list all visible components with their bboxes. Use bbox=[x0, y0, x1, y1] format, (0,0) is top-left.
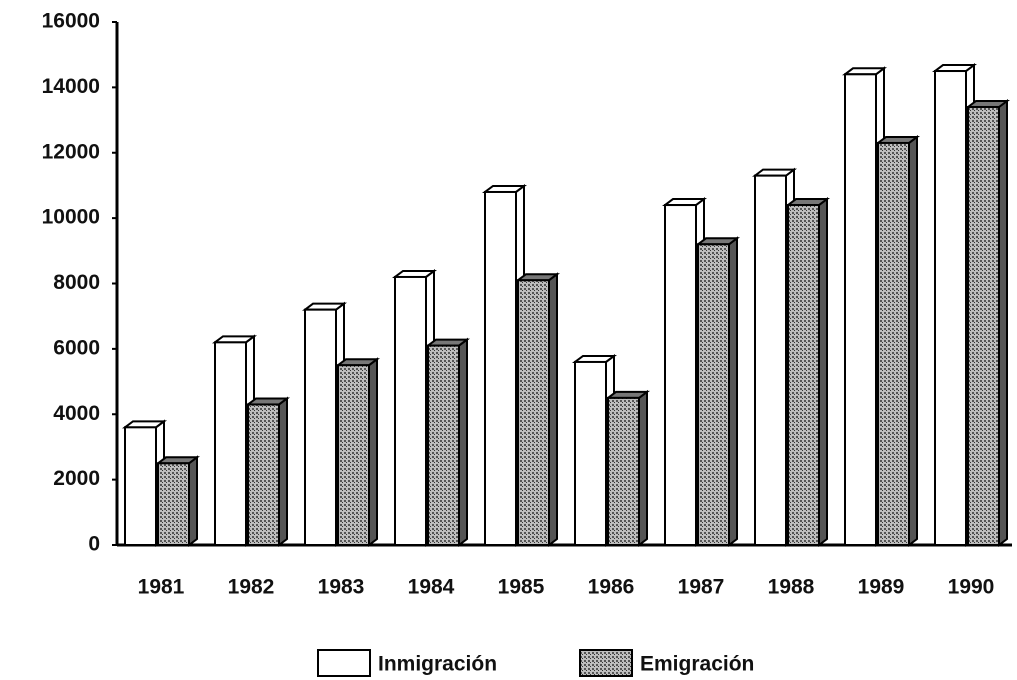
bar-side bbox=[998, 98, 1008, 547]
x-tick-label: 1982 bbox=[228, 576, 275, 599]
bar bbox=[394, 275, 427, 546]
legend-swatch bbox=[317, 649, 371, 677]
bar bbox=[157, 462, 190, 546]
y-tick-label: 10000 bbox=[42, 206, 100, 229]
legend-label: Inmigración bbox=[378, 653, 497, 676]
bar-side bbox=[908, 134, 918, 547]
bar-side bbox=[548, 272, 558, 547]
bar bbox=[517, 279, 550, 546]
bar-side bbox=[278, 396, 288, 547]
bar-side bbox=[458, 337, 468, 547]
bar bbox=[607, 396, 640, 546]
bar bbox=[877, 141, 910, 546]
y-tick-label: 6000 bbox=[53, 336, 100, 359]
bar bbox=[574, 360, 607, 547]
bar bbox=[124, 426, 157, 547]
bar-side bbox=[638, 389, 648, 547]
bar-side bbox=[818, 197, 828, 547]
bar bbox=[967, 105, 1000, 547]
bar bbox=[787, 204, 820, 547]
x-tick-label: 1986 bbox=[588, 576, 635, 599]
y-tick-label: 16000 bbox=[42, 10, 100, 33]
bar-side bbox=[368, 357, 378, 547]
bar bbox=[754, 174, 787, 546]
y-tick-label: 0 bbox=[88, 533, 100, 556]
y-tick-label: 12000 bbox=[42, 140, 100, 163]
y-tick-label: 8000 bbox=[53, 271, 100, 294]
legend-swatch bbox=[579, 649, 633, 677]
bar bbox=[697, 243, 730, 546]
y-tick-label: 4000 bbox=[53, 402, 100, 425]
x-tick-label: 1987 bbox=[678, 576, 725, 599]
bar bbox=[304, 308, 337, 546]
y-tick-label: 2000 bbox=[53, 467, 100, 490]
bar bbox=[337, 364, 370, 546]
x-tick-label: 1985 bbox=[498, 576, 545, 599]
x-tick-label: 1981 bbox=[138, 576, 185, 599]
x-tick-label: 1984 bbox=[408, 576, 455, 599]
x-tick-label: 1983 bbox=[318, 576, 365, 599]
bar bbox=[247, 403, 280, 546]
bar-side bbox=[188, 455, 198, 547]
bar bbox=[484, 190, 517, 546]
x-tick-label: 1990 bbox=[948, 576, 995, 599]
x-tick-label: 1988 bbox=[768, 576, 815, 599]
bar bbox=[844, 73, 877, 547]
legend-label: Emigración bbox=[640, 653, 754, 676]
x-tick-label: 1989 bbox=[858, 576, 905, 599]
bar bbox=[664, 204, 697, 547]
bar bbox=[934, 70, 967, 546]
bar bbox=[427, 344, 460, 547]
y-tick-label: 14000 bbox=[42, 75, 100, 98]
bar-side bbox=[728, 236, 738, 547]
bar bbox=[214, 341, 247, 546]
